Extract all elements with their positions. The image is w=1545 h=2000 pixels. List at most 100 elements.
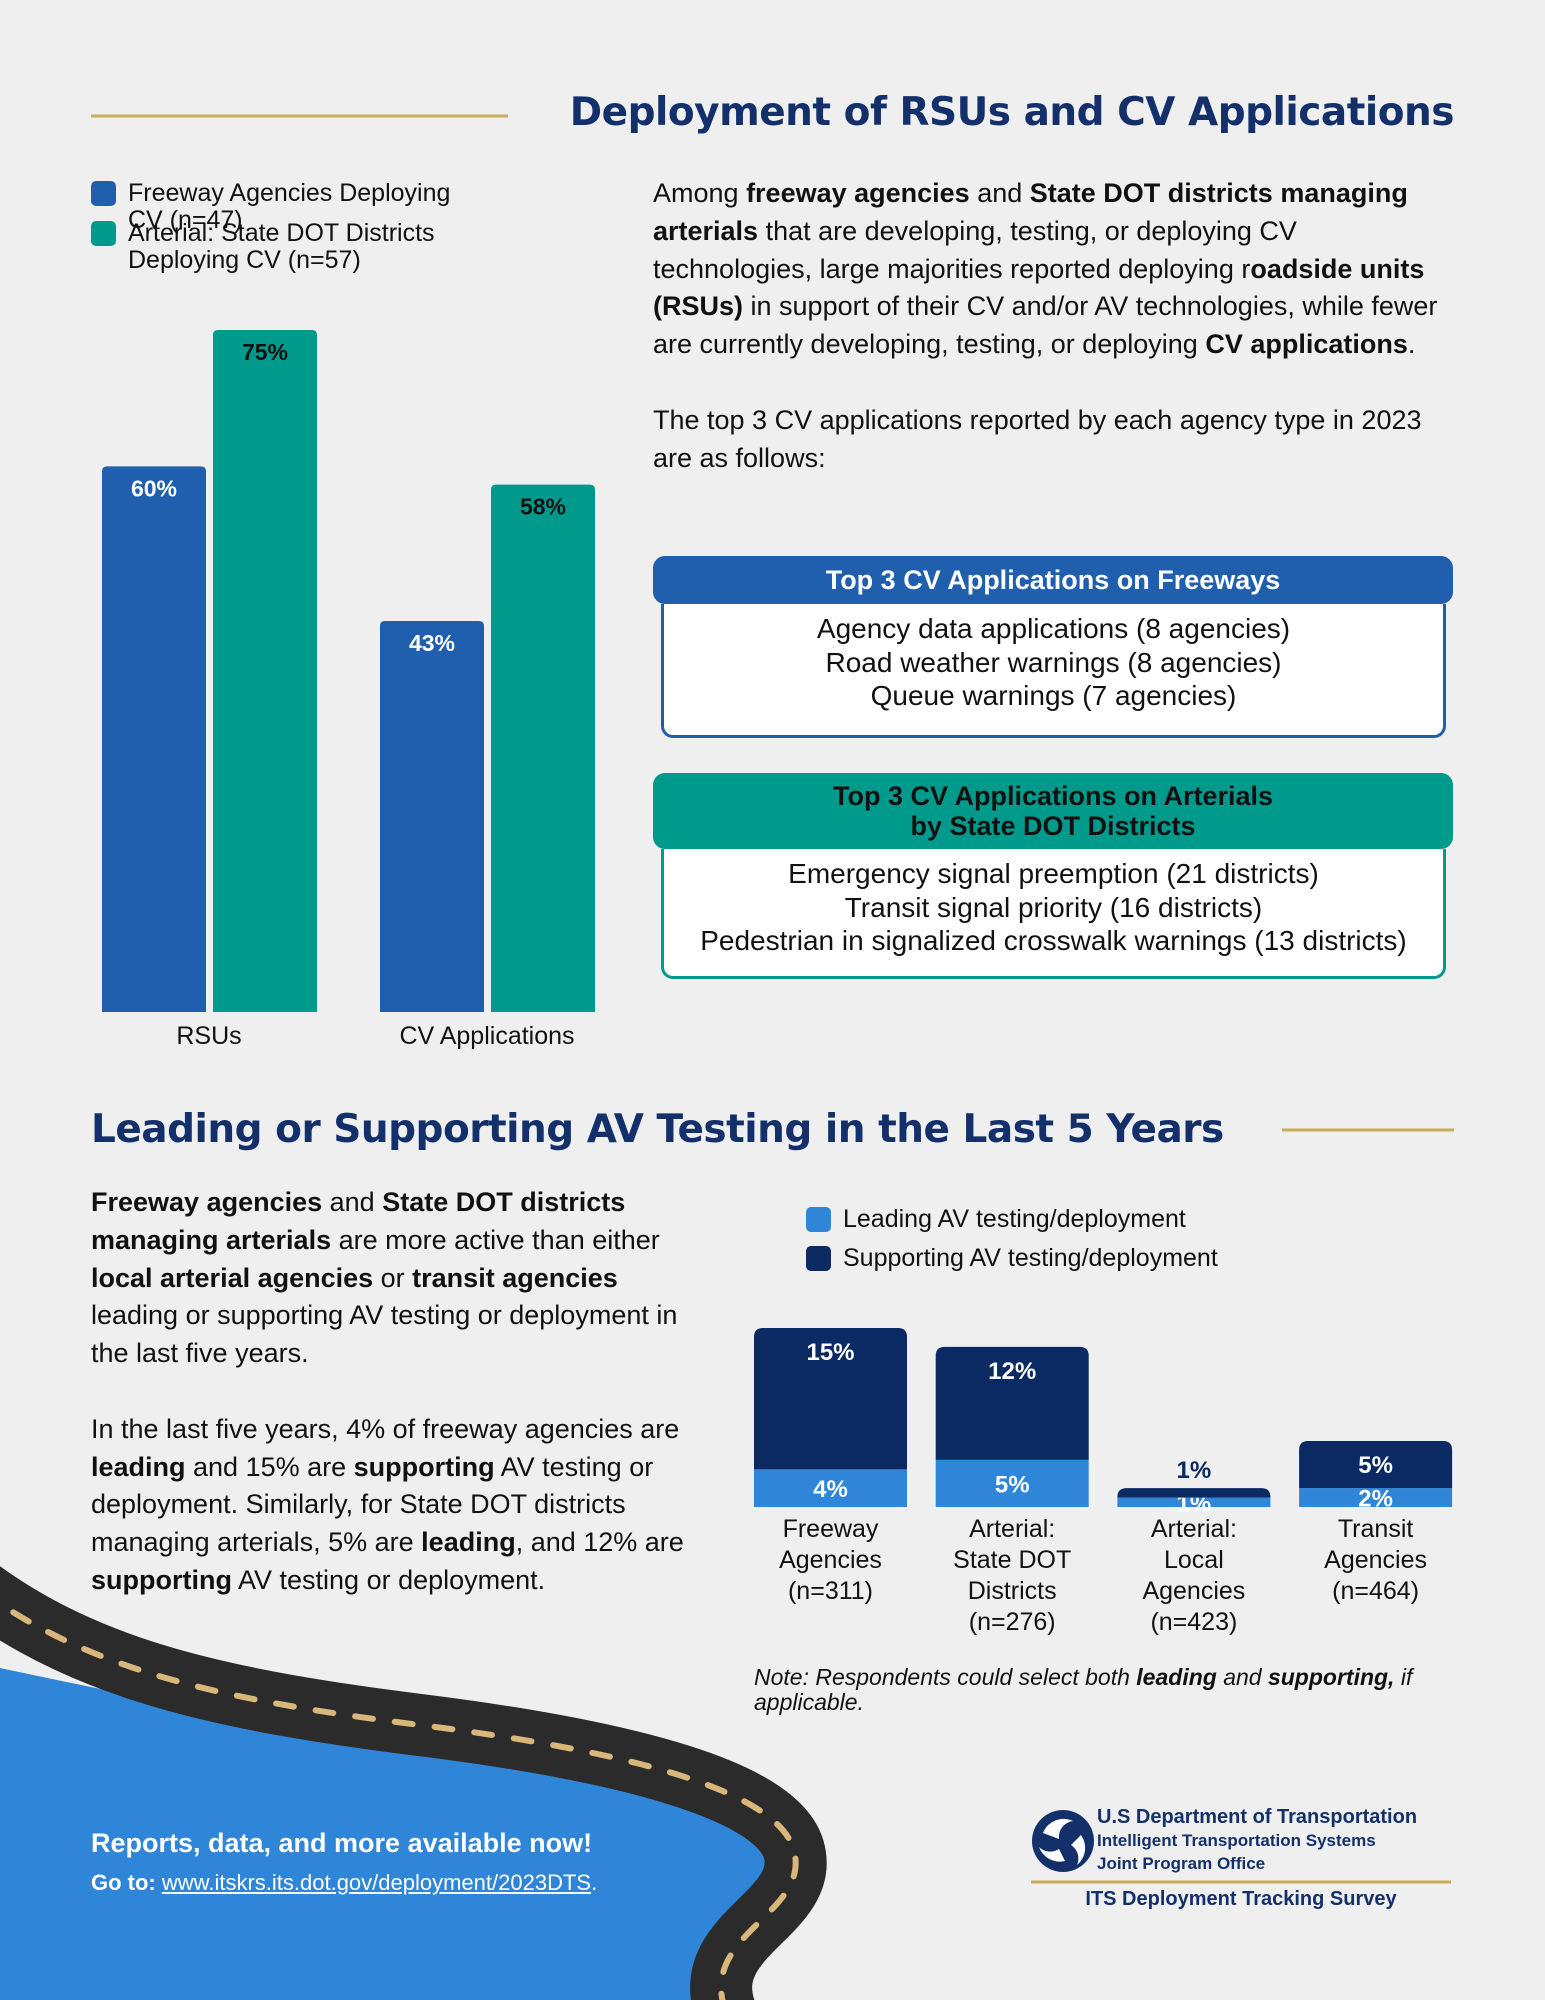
text-run: or bbox=[373, 1262, 413, 1293]
box-item: Road weather warnings (8 agencies) bbox=[825, 646, 1282, 678]
text-run: . bbox=[1407, 329, 1416, 360]
legend-item: Leading AV testing/deployment bbox=[806, 1206, 1306, 1233]
x-tick-label: Arterial: State DOT Districts (n=276) bbox=[953, 1515, 1072, 1636]
bar bbox=[102, 466, 206, 1012]
bold-run: leading bbox=[421, 1527, 516, 1558]
bold-run: freeway agencies bbox=[746, 178, 970, 208]
bold-run: Freeway agencies bbox=[91, 1187, 323, 1217]
value-label: 5% bbox=[1358, 1452, 1393, 1479]
bold-run: CV applications bbox=[1205, 329, 1408, 360]
bold-run: supporting, bbox=[1267, 1664, 1395, 1690]
bold-run: local arterial agencies bbox=[91, 1262, 374, 1293]
text-run: Note: Respondents could select both bbox=[754, 1664, 1137, 1690]
legend-swatch bbox=[806, 1246, 831, 1271]
text-run: that are developing, testing, or deployi… bbox=[653, 215, 1297, 284]
box-title: Top 3 CV Applications on Freeways bbox=[653, 556, 1453, 604]
footer-link-line: Go to: www.itskrs.its.dot.gov/deployment… bbox=[91, 1870, 597, 1896]
bold-run: leading bbox=[91, 1451, 186, 1482]
text-run: and bbox=[969, 178, 1030, 208]
bold-run: supporting bbox=[353, 1451, 495, 1482]
goto-label: Go to: bbox=[91, 1870, 156, 1895]
text-run: AV testing or deployment. Similarly, for… bbox=[91, 1451, 654, 1558]
box-body: Agency data applications (8 agencies) Roa… bbox=[661, 604, 1446, 738]
x-tick-label: Arterial: Local Agencies (n=423) bbox=[1142, 1515, 1246, 1636]
value-label: 58% bbox=[520, 494, 566, 520]
box-item: Emergency signal preemption (21 district… bbox=[788, 858, 1319, 889]
text-run: The top 3 CV applications reported by ea… bbox=[653, 404, 1422, 473]
box-item: Transit signal priority (16 districts) bbox=[844, 891, 1263, 923]
legend-label: Arterial: State DOT Districts Deploying … bbox=[128, 219, 435, 274]
bold-run: State DOT districts managing arterials bbox=[91, 1187, 626, 1255]
bar bbox=[491, 484, 595, 1012]
x-tick-label: RSUs bbox=[176, 1022, 241, 1050]
value-label: 1% bbox=[1177, 1457, 1212, 1484]
text-run: and 15% are bbox=[185, 1451, 354, 1482]
org-block: U.S Department of Transportation Intelli… bbox=[1097, 1806, 1417, 1875]
intro-text: Among freeway agencies and State DOT dis… bbox=[653, 175, 1453, 515]
text-run: leading or supporting AV testing or depl… bbox=[91, 1300, 678, 1369]
bold-run: State DOT districts managing arterials bbox=[653, 178, 1408, 246]
bold-run: transit agencies bbox=[412, 1262, 618, 1293]
text-run: Among bbox=[653, 178, 747, 208]
org-name: Joint Program Office bbox=[1097, 1854, 1266, 1873]
paragraph: Among freeway agencies and State DOT dis… bbox=[653, 175, 1453, 364]
legend-swatch bbox=[91, 181, 116, 206]
section-title: Leading or Supporting AV Testing in the … bbox=[91, 1107, 1224, 1152]
text-run: and bbox=[1216, 1664, 1268, 1690]
bar-segment bbox=[1299, 1441, 1453, 1489]
value-label: 2% bbox=[1358, 1486, 1393, 1513]
value-label: 4% bbox=[813, 1476, 848, 1503]
paragraph: The top 3 CV applications reported by ea… bbox=[653, 402, 1453, 478]
bar bbox=[213, 330, 317, 1012]
value-label: 15% bbox=[806, 1339, 854, 1366]
paragraph: In the last five years, 4% of freeway ag… bbox=[91, 1411, 711, 1600]
bold-run: oadside units (RSUs) bbox=[653, 253, 1425, 322]
legend-label: Supporting AV testing/deployment bbox=[843, 1244, 1218, 1272]
paragraph: Freeway agencies and State DOT districts… bbox=[91, 1184, 711, 1373]
box-item: Agency data applications (8 agencies) bbox=[816, 613, 1291, 644]
bold-run: leading bbox=[1136, 1664, 1217, 1690]
survey-name: ITS Deployment Tracking Survey bbox=[1085, 1888, 1397, 1910]
legend-item: Supporting AV testing/deployment bbox=[806, 1245, 1306, 1272]
box-item: Queue warnings (7 agencies) bbox=[870, 680, 1237, 711]
note: Note: Respondents could select both lead… bbox=[754, 1665, 1464, 1715]
bar-segment bbox=[754, 1328, 907, 1470]
legend-label: Freeway Agencies Deploying CV (n=47) bbox=[128, 179, 451, 234]
org-name: U.S Department of Transportation bbox=[1097, 1806, 1418, 1828]
bar-segment bbox=[935, 1346, 1089, 1460]
value-label: 5% bbox=[995, 1471, 1030, 1498]
text-run: , and 12% are bbox=[515, 1527, 684, 1558]
legend-label: Leading AV testing/deployment bbox=[843, 1205, 1186, 1233]
text-run: if applicable. bbox=[754, 1664, 1413, 1715]
text-run: and bbox=[322, 1187, 383, 1217]
bold-run: supporting bbox=[91, 1564, 232, 1595]
value-label: 75% bbox=[242, 339, 288, 365]
box-item: Pedestrian in signalized crosswalk warni… bbox=[700, 925, 1407, 956]
bar bbox=[380, 620, 484, 1012]
value-label: 43% bbox=[409, 630, 455, 656]
text-run: are more active than either bbox=[331, 1224, 660, 1255]
bar-segment bbox=[1117, 1497, 1271, 1507]
legend-swatch bbox=[91, 221, 116, 246]
section-title: Deployment of RSUs and CV Applications bbox=[569, 90, 1455, 135]
x-tick-label: Transit Agencies (n=464) bbox=[1324, 1515, 1428, 1605]
org-name: Intelligent Transportation Systems bbox=[1097, 1831, 1376, 1850]
legend-item: Arterial: State DOT Districts Deploying … bbox=[91, 220, 461, 274]
bar-segment bbox=[935, 1459, 1089, 1507]
box-body: Emergency signal preemption (21 district… bbox=[661, 849, 1446, 979]
bar-segment bbox=[1117, 1488, 1271, 1498]
text-run: In the last five years, 4% of freeway ag… bbox=[91, 1413, 680, 1444]
x-tick-label: Freeway Agencies (n=311) bbox=[779, 1515, 882, 1605]
link-end: . bbox=[591, 1870, 598, 1895]
av-text: Freeway agencies and State DOT districts… bbox=[91, 1184, 711, 1638]
value-label: 12% bbox=[988, 1358, 1036, 1385]
text-run: in support of their CV and/or AV technol… bbox=[653, 291, 1438, 360]
footer-headline: Reports, data, and more available now! bbox=[91, 1828, 593, 1858]
bar-segment bbox=[754, 1469, 907, 1507]
legend-item: Freeway Agencies Deploying CV (n=47) bbox=[91, 180, 461, 234]
link[interactable]: www.itskrs.its.dot.gov/deployment/2023DT… bbox=[161, 1870, 592, 1895]
box-title: Top 3 CV Applications on Arterials by St… bbox=[653, 773, 1453, 849]
